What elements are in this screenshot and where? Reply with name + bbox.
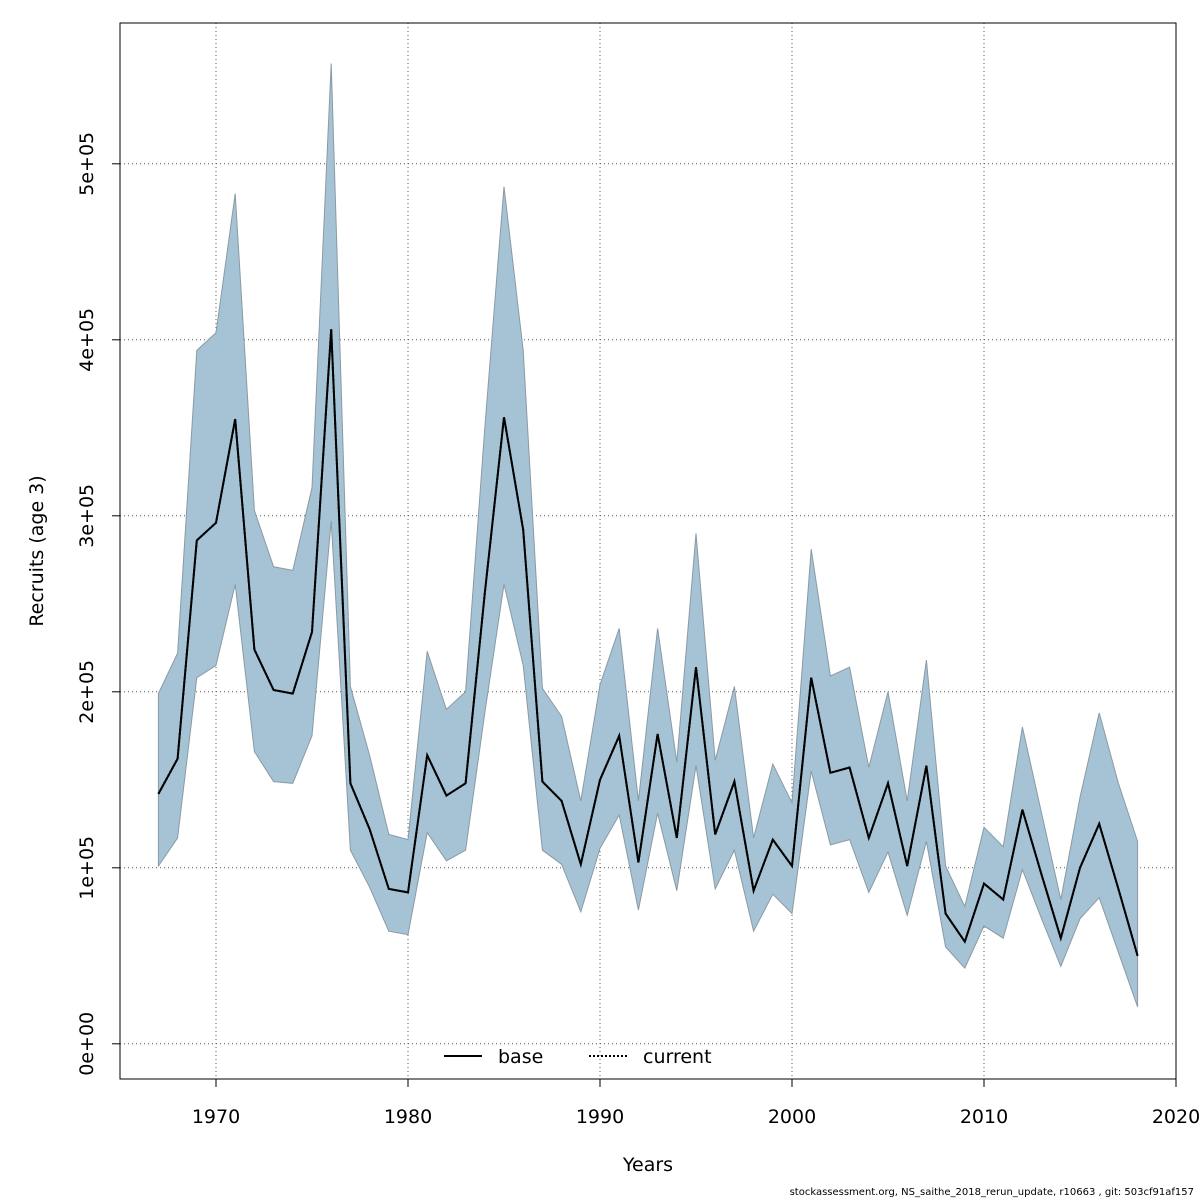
y-tick-label: 3e+05 xyxy=(76,484,98,548)
x-tick-label: 1990 xyxy=(576,1106,624,1128)
legend: base current xyxy=(444,1046,712,1068)
x-tick-label: 1980 xyxy=(384,1106,432,1128)
y-tick-label: 2e+05 xyxy=(76,660,98,724)
footer-caption: stockassessment.org, NS_saithe_2018_reru… xyxy=(789,1187,1194,1198)
plot-frame xyxy=(119,22,1177,1080)
x-tick-label: 2000 xyxy=(768,1106,816,1128)
x-axis: 1970 1980 1990 2000 2010 2020 xyxy=(192,1078,1200,1128)
legend-current-label: current xyxy=(643,1046,712,1068)
y-tick-label: 1e+05 xyxy=(76,836,98,900)
y-tick-label: 0e+00 xyxy=(76,1012,98,1076)
confidence-band xyxy=(157,63,1139,1007)
legend-base-label: base xyxy=(498,1046,543,1068)
y-tick-label: 5e+05 xyxy=(76,132,98,196)
current-series-line xyxy=(157,329,1139,957)
x-axis-title: Years xyxy=(622,1154,673,1176)
y-axis: 0e+00 1e+05 2e+05 3e+05 4e+05 5e+05 xyxy=(76,132,121,1076)
y-axis-title: Recruits (age 3) xyxy=(26,475,48,626)
y-tick-label: 4e+05 xyxy=(76,308,98,372)
x-tick-label: 2020 xyxy=(1152,1106,1200,1128)
x-tick-label: 2010 xyxy=(960,1106,1008,1128)
grid-lines xyxy=(120,23,1177,1079)
x-tick-label: 1970 xyxy=(192,1106,240,1128)
